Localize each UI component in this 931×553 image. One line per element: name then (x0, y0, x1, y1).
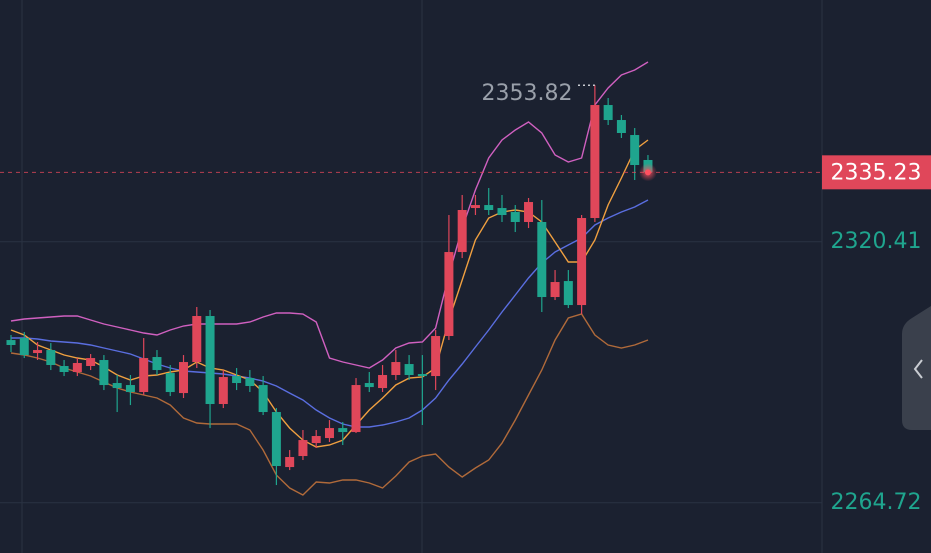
y-tick-label: 2320.41 (831, 229, 922, 254)
chevron-icon[interactable] (913, 359, 923, 379)
candle-body (72, 363, 82, 373)
candle-body (285, 457, 295, 468)
candle-body (497, 208, 507, 216)
candle-body (364, 383, 374, 388)
candle-body (125, 385, 135, 393)
candle-body (192, 316, 202, 363)
candle-body (577, 218, 587, 306)
candle-body (616, 120, 626, 134)
candle-body (271, 412, 281, 467)
candle-body (444, 252, 454, 337)
candle-body (232, 376, 242, 384)
candle-body (99, 360, 109, 386)
candle-body (484, 205, 494, 210)
candle-body (457, 209, 467, 253)
candle-body (298, 440, 308, 457)
candle-body (510, 212, 520, 222)
candle-body (590, 105, 600, 219)
candle-body (563, 281, 573, 306)
candle-body (431, 336, 441, 377)
candle-body (378, 375, 388, 389)
candles (6, 85, 653, 486)
candle-body (470, 205, 480, 209)
candle-body (19, 338, 29, 356)
grid (0, 241, 822, 504)
overlay: 2353.82 2335.23 (0, 81, 931, 190)
candle-body (6, 340, 16, 346)
current-price-dot (644, 169, 651, 176)
candle-body (391, 362, 401, 376)
candle-body (245, 378, 255, 387)
candle-body (404, 364, 414, 376)
y-tick-label: 2264.72 (831, 490, 922, 515)
candle-body (550, 282, 560, 298)
candle-body (630, 135, 640, 166)
candle-body (524, 202, 534, 222)
candle-body (59, 366, 69, 373)
candle-body (258, 385, 268, 413)
candle-body (46, 350, 56, 366)
candle-body (86, 358, 96, 367)
candle-body (33, 350, 43, 354)
current-price-label: 2335.23 (831, 160, 922, 185)
max-price-label: 2353.82 (482, 81, 573, 106)
indicator-line (10, 61, 649, 369)
candle-body (205, 316, 215, 405)
candle-body (417, 374, 427, 377)
candle-body (179, 362, 189, 394)
candle-body (351, 385, 361, 433)
candle-body (324, 428, 334, 439)
current-price-box (822, 155, 931, 190)
candle-body (139, 358, 149, 393)
candle-body (311, 436, 321, 444)
candle-body (218, 377, 228, 405)
candle-body (112, 383, 122, 389)
side-tab[interactable] (902, 306, 931, 430)
candle-body (537, 221, 547, 298)
candle-body (603, 105, 613, 121)
candle-body (165, 373, 175, 393)
candle-body (152, 357, 162, 371)
candle-body (338, 428, 348, 433)
